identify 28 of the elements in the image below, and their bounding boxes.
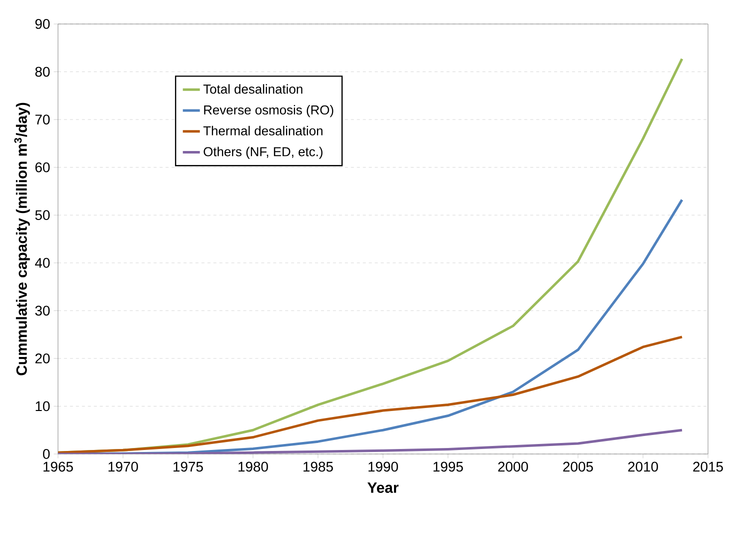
x-tick-label: 2015: [693, 462, 723, 472]
y-tick-label: 20: [35, 353, 50, 364]
y-tick-label: 70: [35, 114, 50, 124]
x-axis-title: Year: [367, 482, 399, 493]
y-tick-label: 60: [35, 162, 50, 172]
y-tick-label: 30: [35, 306, 50, 316]
legend-label: Total desalination: [203, 84, 302, 94]
y-tick-label: 80: [35, 66, 50, 77]
x-tick-label: 1980: [238, 462, 268, 472]
x-tick-label: 1975: [174, 462, 203, 472]
legend-label: Others (NF, ED, etc.): [204, 146, 322, 159]
x-tick-label: 1985: [304, 462, 333, 472]
x-tick-label: 1990: [368, 462, 398, 472]
x-tick-label: 2010: [628, 462, 658, 472]
y-tick-label: 10: [36, 401, 50, 412]
y-tick-label: 50: [35, 210, 50, 220]
x-tick-label: 2000: [498, 462, 528, 472]
x-tick-label: 1965: [44, 462, 73, 472]
legend-label: Reverse osmosis (RO): [204, 105, 334, 118]
x-tick-label: 1970: [108, 462, 138, 472]
y-axis-title: Cummulative capacity (million m$^{3}$/day): [14, 102, 30, 376]
x-tick-label: 2005: [563, 462, 593, 472]
legend-label: Thermal desalination: [203, 126, 322, 136]
y-tick-label: 40: [35, 258, 50, 268]
y-tick-label: 90: [35, 19, 50, 29]
line-series: [58, 336, 684, 454]
y-tick-label: 0: [43, 449, 50, 459]
x-tick-label: 1995: [434, 462, 463, 472]
